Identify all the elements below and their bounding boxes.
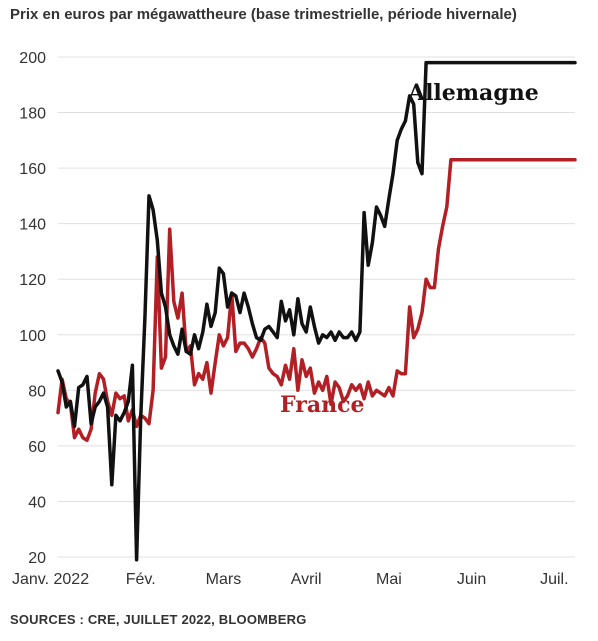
x-axis-ticks: Janv. 2022 Fév. Mars Avril Mai Juin Juil. <box>12 571 569 588</box>
y-tick-label: 120 <box>19 272 46 289</box>
y-tick-label: 160 <box>19 161 46 178</box>
y-tick-label: 200 <box>19 50 46 67</box>
series-lines <box>56 60 577 562</box>
x-tick-label: Fév. <box>126 571 156 588</box>
y-tick-label: 40 <box>28 494 46 511</box>
series-line-allemagne <box>56 60 577 562</box>
x-tick-label: Mai <box>376 571 402 588</box>
x-tick-label: Juin <box>457 571 486 588</box>
series-label-france: France <box>280 392 364 418</box>
x-tick-label: Avril <box>291 571 322 588</box>
y-tick-label: 60 <box>28 439 46 456</box>
y-tick-label: 100 <box>19 328 46 345</box>
y-tick-label: 140 <box>19 217 46 234</box>
y-tick-label: 180 <box>19 106 46 123</box>
y-axis-ticks: 20 40 60 80 100 120 140 160 180 200 <box>19 50 46 567</box>
source-note: SOURCES : CRE, JUILLET 2022, BLOOMBERG <box>10 612 307 627</box>
x-tick-label: Juil. <box>540 571 568 588</box>
x-tick-label: Janv. 2022 <box>12 571 89 588</box>
series-line-france <box>56 158 577 443</box>
y-tick-label: 80 <box>28 383 46 400</box>
x-tick-label: Mars <box>206 571 242 588</box>
y-tick-label: 20 <box>28 550 46 567</box>
chart-subtitle: Prix en euros par mégawattheure (base tr… <box>10 6 517 23</box>
series-label-allemagne: Allemagne <box>407 80 539 106</box>
